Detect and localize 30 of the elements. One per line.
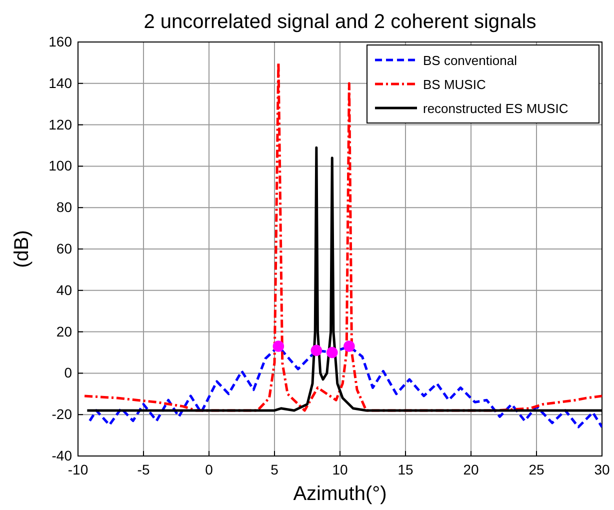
y-tick-label: 40 (56, 282, 72, 298)
y-tick-label: 80 (56, 199, 72, 216)
x-tick-label: 5 (270, 461, 279, 478)
legend-label: BS conventional (423, 53, 518, 68)
y-tick-label: 160 (48, 33, 72, 50)
legend-label: BS MUSIC (423, 77, 486, 92)
x-tick-label: 25 (528, 461, 544, 478)
point (344, 340, 355, 352)
x-axis-title: Azimuth(°) (293, 483, 387, 505)
point (326, 346, 338, 358)
x-tick-label: 10 (332, 461, 348, 478)
point (272, 340, 284, 352)
x-tick-label: 0 (205, 461, 214, 478)
x-tick-label: 30 (594, 461, 610, 478)
y-tick-label: 140 (48, 74, 72, 91)
y-tick-label: 60 (56, 240, 72, 256)
x-tick-label: -10 (68, 461, 88, 478)
chart-title: 2 uncorrelated signal and 2 coherent signals (144, 11, 536, 33)
x-tick-label: 15 (398, 461, 414, 478)
y-tick-label: 100 (48, 158, 72, 174)
x-tick-label: -5 (137, 461, 150, 478)
y-tick-label: -20 (52, 406, 72, 422)
y-tick-label: 0 (64, 364, 72, 381)
y-axis-title: (dB) (11, 230, 33, 268)
y-tick-label: 120 (48, 116, 72, 132)
y-tick-label: 20 (56, 323, 72, 340)
x-tick-label: 20 (463, 461, 479, 478)
y-tick-label: -40 (52, 447, 72, 464)
legend-label: reconstructed ES MUSIC (423, 101, 568, 116)
point (310, 344, 322, 356)
